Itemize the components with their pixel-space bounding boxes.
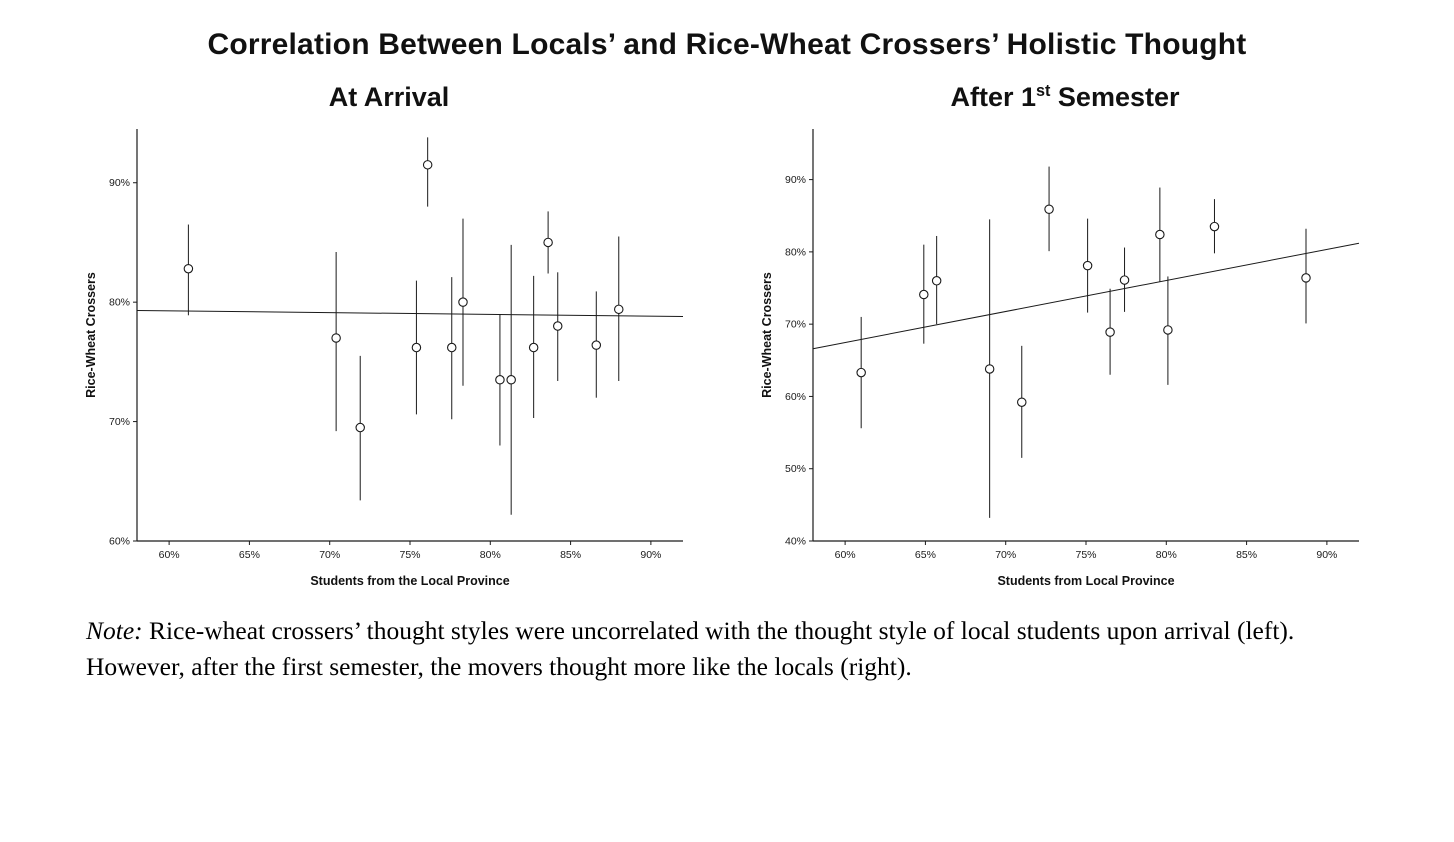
y-tick-label: 80%: [109, 297, 130, 309]
x-axis-label: Students from the Local Province: [310, 574, 509, 588]
data-point: [1119, 275, 1130, 285]
data-point: [1209, 221, 1220, 232]
x-tick-label: 70%: [995, 549, 1016, 561]
x-tick-label: 90%: [640, 549, 661, 561]
x-tick-label: 75%: [1075, 549, 1096, 561]
x-tick-label: 60%: [159, 549, 180, 561]
data-point: [355, 422, 365, 433]
chart-after-semester: 60% 65% 70% 75% 80% 85% 90% 40% 50% 60% 70% 80% 90% S…: [760, 129, 1360, 588]
y-axis-label: Rice-Wheat Crossers: [760, 272, 774, 398]
x-tick-label: 65%: [239, 549, 260, 561]
x-tick-label: 75%: [399, 549, 420, 561]
data-point: [591, 340, 602, 350]
x-tick-label: 80%: [1156, 549, 1177, 561]
y-tick-label: 80%: [785, 246, 806, 258]
y-tick-label: 90%: [785, 174, 806, 186]
x-tick-label: 60%: [835, 549, 856, 561]
subtitle-at-arrival-text: At Arrival: [328, 82, 450, 112]
fit-line: [812, 242, 1360, 350]
data-point: [984, 364, 995, 374]
x-tick-label: 90%: [1316, 549, 1337, 561]
y-tick-label: 70%: [785, 319, 806, 331]
y-tick-label: 90%: [109, 177, 130, 189]
x-tick-label: 85%: [1236, 549, 1257, 561]
chart-block-after-semester: After 1st Semester 60% 65% 70% 75% 80% 85% 90%…: [755, 82, 1375, 597]
data-point: [1155, 229, 1165, 240]
data-point: [447, 342, 457, 353]
y-tick-label: 60%: [785, 391, 806, 403]
figure-page: Correlation Between Locals’ and Rice-Whe…: [0, 28, 1454, 684]
x-tick-label: 65%: [915, 549, 936, 561]
figure-note: Note: Rice-wheat crossers’ thought style…: [86, 613, 1341, 684]
note-text: Rice-wheat crossers’ thought styles were…: [86, 616, 1295, 681]
x-tick-label: 85%: [560, 549, 581, 561]
data-point: [552, 321, 563, 331]
data-point: [506, 375, 516, 385]
subtitle-after-prefix: After 1: [950, 82, 1037, 112]
data-point: [1017, 397, 1027, 407]
data-point: [495, 375, 505, 385]
data-point: [528, 342, 539, 353]
note-label: Note:: [86, 616, 143, 645]
data-point: [331, 333, 341, 343]
y-tick-label: 60%: [109, 536, 130, 548]
data-point: [1082, 260, 1093, 271]
x-tick-label: 70%: [319, 549, 340, 561]
chart-block-at-arrival: At Arrival 60% 65% 70% 75% 80% 85% 90% 60% 70% 80…: [79, 82, 699, 597]
fit-line: [136, 310, 684, 317]
data-point: [919, 289, 929, 300]
data-point: [856, 367, 866, 378]
y-tick-label: 50%: [785, 463, 806, 475]
subtitle-after-semester: After 1st Semester: [950, 82, 1179, 113]
chart-at-arrival: 60% 65% 70% 75% 80% 85% 90% 60% 70% 80% 90% Student…: [84, 129, 684, 588]
data-point: [1163, 325, 1173, 335]
y-axis-label: Rice-Wheat Crossers: [84, 272, 98, 398]
figure-title: Correlation Between Locals’ and Rice-Whe…: [207, 28, 1247, 61]
data-point: [183, 263, 194, 274]
subtitle-after-suffix: Semester: [1050, 82, 1180, 112]
data-point: [931, 276, 942, 286]
data-point: [614, 304, 624, 315]
subtitle-at-arrival: At Arrival: [329, 82, 450, 113]
data-point: [1105, 327, 1115, 337]
data-point: [1301, 273, 1311, 283]
charts-row: At Arrival 60% 65% 70% 75% 80% 85% 90% 60% 70% 80…: [0, 82, 1454, 597]
data-point: [543, 237, 553, 248]
y-tick-label: 40%: [785, 536, 806, 548]
x-axis-label: Students from Local Province: [997, 574, 1174, 588]
data-point: [458, 297, 468, 307]
data-point: [411, 342, 422, 353]
subtitle-after-superscript: st: [1036, 82, 1051, 100]
data-point: [422, 160, 433, 170]
y-tick-label: 70%: [109, 416, 130, 428]
data-point: [1044, 204, 1054, 214]
x-tick-label: 80%: [480, 549, 501, 561]
